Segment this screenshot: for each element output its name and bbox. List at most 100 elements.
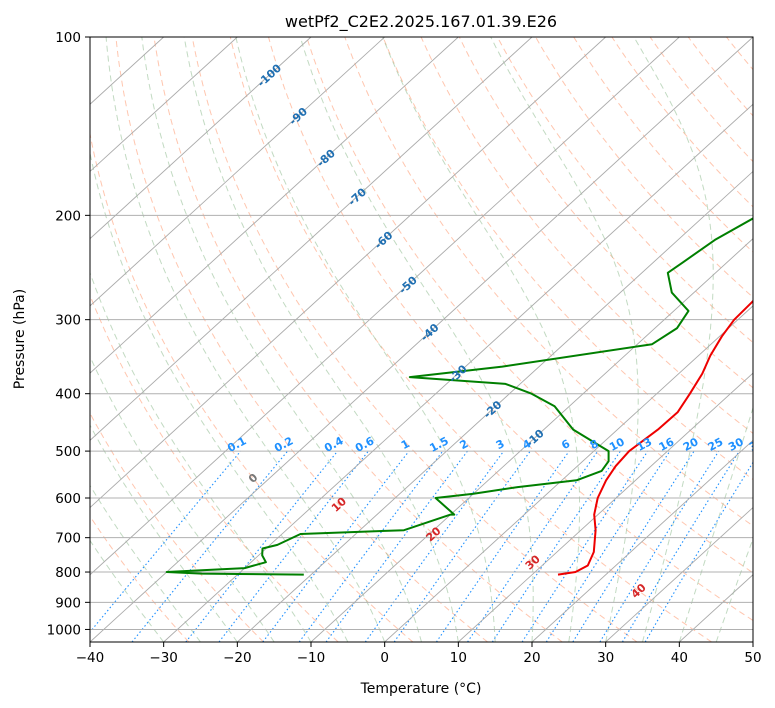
- mixing-ratio-line: [185, 450, 339, 642]
- isotherm-line: [310, 238, 753, 642]
- dry-adiabat-line: [573, 37, 753, 253]
- x-tick-label: 50: [744, 650, 761, 666]
- moist-adiabats: [90, 37, 753, 642]
- isotherm-line: [90, 37, 385, 307]
- y-tick-label: 900: [55, 595, 81, 611]
- isotherm-line: [90, 37, 606, 509]
- moist-adiabat-line: [90, 484, 201, 642]
- y-axis: 100 200 300 400 500 600 700 800 900 1000: [47, 30, 90, 638]
- background-lines: [90, 37, 775, 642]
- mixing-ratio-line: [218, 450, 369, 642]
- isotherm-line: [163, 103, 753, 642]
- moist-adiabat-line: [235, 37, 496, 642]
- dry-adiabats: [90, 37, 775, 642]
- dry-adiabat-line: [649, 37, 753, 163]
- mixing-ratio-line: [572, 450, 695, 642]
- mixing-ratio-line: [644, 461, 753, 642]
- mixing-ratio-label: 30: [726, 435, 746, 454]
- y-tick-label: 400: [55, 387, 81, 403]
- dry-adiabat-line: [191, 37, 638, 642]
- mixing-ratio-label: 16: [657, 435, 677, 454]
- isotherm-line: [752, 641, 753, 642]
- moist-adiabat-line: [90, 271, 312, 642]
- dry-adiabat-line: [268, 37, 753, 622]
- mixing-ratio-line: [621, 450, 740, 642]
- moist-adiabat-line: [141, 37, 422, 642]
- isotherm-line: [237, 170, 753, 642]
- x-tick-label: −30: [149, 650, 178, 666]
- moist-adiabat-line: [678, 405, 753, 642]
- mixing-ratio-line: [467, 450, 599, 642]
- dry-adiabat-line: [90, 131, 414, 642]
- dewpoint-line: [165, 217, 753, 576]
- isotherm-line: [90, 37, 312, 240]
- dry-adiabat-line: [458, 37, 753, 389]
- x-tick-label: 40: [671, 650, 688, 666]
- y-tick-label: 700: [55, 531, 81, 547]
- isotherm-line: [458, 372, 753, 642]
- dry-adiabat-line: [344, 37, 753, 527]
- moist-adiabat-line: [633, 37, 714, 642]
- x-tick-label: 20: [523, 650, 540, 666]
- y-axis-label: Pressure (hPa): [12, 289, 28, 389]
- moist-adiabat-line: [183, 37, 459, 642]
- x-tick-label: −10: [297, 650, 326, 666]
- dry-adiabat-line: [382, 37, 753, 481]
- moist-adiabat-line: [90, 355, 275, 642]
- mixing-ratio-label: 20: [681, 435, 701, 454]
- mixing-ratio-line: [599, 450, 720, 642]
- x-tick-label: 30: [597, 650, 614, 666]
- isotherm-line: [90, 37, 238, 173]
- plot-frame: [89, 36, 754, 643]
- y-tick-label: 500: [55, 444, 81, 460]
- moist-adiabat-line: [90, 424, 238, 642]
- pressure-gridlines: [90, 37, 753, 630]
- dry-adiabat-line: [496, 37, 753, 344]
- x-tick-label: −20: [223, 650, 252, 666]
- dry-adiabat-line: [115, 37, 488, 642]
- mixing-ratio-line: [131, 450, 289, 642]
- x-axis-label: Temperature (°C): [360, 681, 482, 697]
- mixing-ratio-line: [262, 450, 410, 642]
- dry-adiabat-line: [90, 293, 339, 642]
- moist-adiabat-line: [490, 37, 639, 642]
- temperature-line: [557, 299, 753, 576]
- dry-adiabat-line: [420, 37, 753, 434]
- isotherm-line: [90, 37, 459, 374]
- isotherm-line: [90, 37, 533, 441]
- y-tick-label: 600: [55, 491, 81, 507]
- dry-adiabat-line: [306, 37, 753, 574]
- y-tick-label: 300: [55, 313, 81, 329]
- y-tick-label: 800: [55, 565, 81, 581]
- chart-title: wetPf2_C2E2.2025.167.01.39.E26: [285, 12, 557, 32]
- dry-adiabat-line: [90, 412, 264, 642]
- mixing-ratio-line: [364, 450, 505, 642]
- moist-adiabat-line: [382, 37, 581, 642]
- isotherms: [90, 37, 753, 642]
- x-tick-label: −40: [76, 650, 105, 666]
- x-tick-label: 10: [450, 650, 467, 666]
- profile-series: [165, 217, 753, 576]
- mixing-ratio-label: 13: [635, 435, 655, 454]
- moist-adiabat-line: [105, 37, 386, 642]
- mixing-ratio-label: 25: [706, 435, 726, 454]
- moist-adiabat-line: [299, 37, 534, 642]
- mixing-ratio-label: 36: [747, 435, 767, 454]
- x-axis: −40 −30 −20 −10 0 10 20 30 40 50: [76, 642, 762, 666]
- isotherm-line: [531, 439, 753, 642]
- mixing-ratio-lines: [90, 450, 753, 642]
- x-tick-label: 0: [380, 650, 389, 666]
- mixing-ratio-line: [545, 450, 671, 642]
- y-tick-label: 1000: [47, 622, 81, 638]
- isotherm-line: [90, 37, 680, 576]
- isotherm-line: [384, 305, 753, 642]
- isotherm-line: [90, 37, 753, 642]
- y-tick-label: 100: [55, 30, 81, 46]
- isotherm-line: [605, 506, 753, 642]
- dry-adiabat-line: [153, 37, 563, 642]
- y-tick-label: 200: [55, 208, 81, 224]
- dry-adiabat-line: [765, 37, 775, 642]
- mixing-ratio-label: 10: [607, 435, 627, 454]
- mixing-ratio-line: [393, 450, 531, 642]
